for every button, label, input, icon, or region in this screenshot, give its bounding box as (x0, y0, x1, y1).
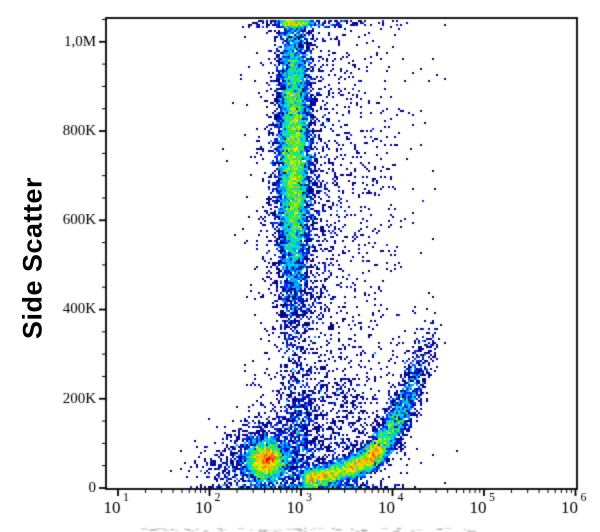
y-axis-title: Side Scatter (17, 176, 48, 340)
